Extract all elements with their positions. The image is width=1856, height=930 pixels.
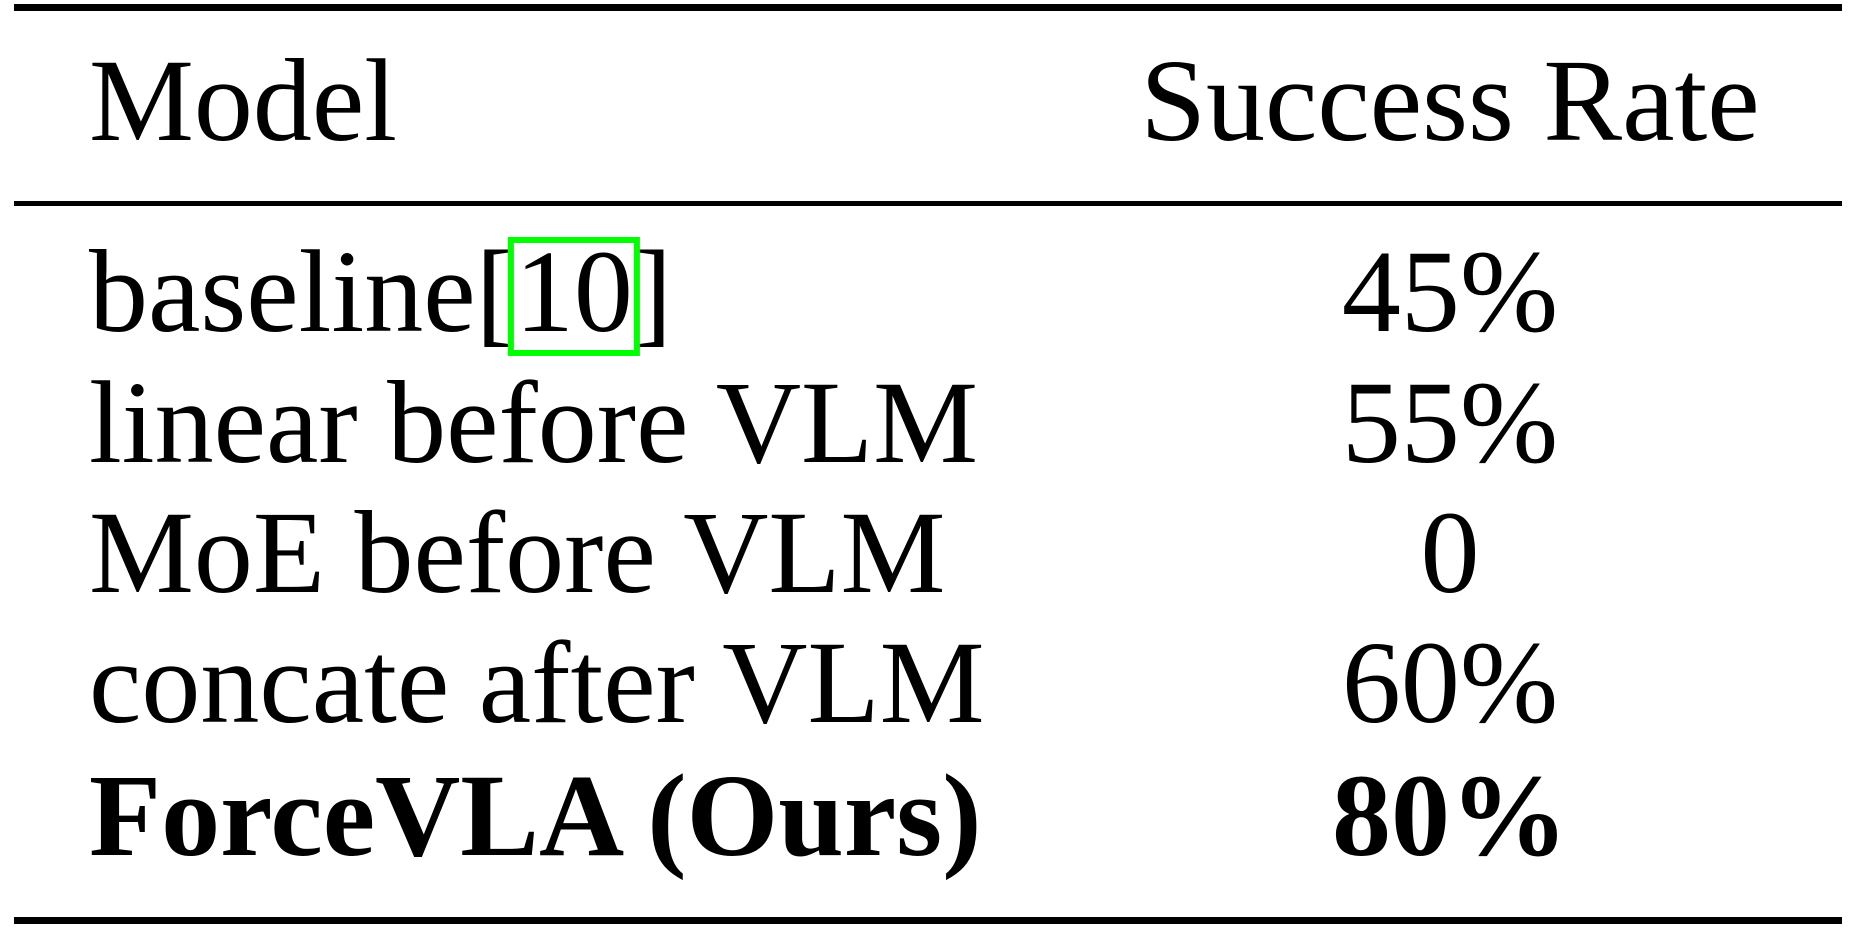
citation-link[interactable]: 10	[515, 226, 633, 357]
rate-cell: 80%	[1332, 750, 1568, 881]
rate-cell: 60%	[1342, 617, 1558, 748]
model-cell: ForceVLA (Ours)	[89, 750, 982, 881]
bottom-rule	[14, 917, 1842, 924]
top-rule	[14, 4, 1842, 11]
rate-cell: 55%	[1342, 357, 1558, 488]
citation-box[interactable]	[507, 237, 640, 356]
mid-rule	[14, 201, 1842, 206]
model-text: linear before VLM	[89, 357, 978, 488]
model-cell: baseline[10]	[89, 226, 672, 357]
model-cell: MoE before VLM	[89, 487, 945, 618]
header-cell: Model	[89, 35, 397, 166]
model-text: baseline[	[89, 226, 515, 357]
model-text: ForceVLA (Ours)	[89, 750, 982, 881]
header-cell: Success Rate	[1140, 35, 1759, 166]
rate-cell: 45%	[1342, 226, 1558, 357]
rate-cell: 0	[1421, 487, 1480, 618]
model-cell: concate after VLM	[89, 617, 985, 748]
model-text: MoE before VLM	[89, 487, 945, 618]
model-cell: linear before VLM	[89, 357, 978, 488]
model-text: concate after VLM	[89, 617, 985, 748]
